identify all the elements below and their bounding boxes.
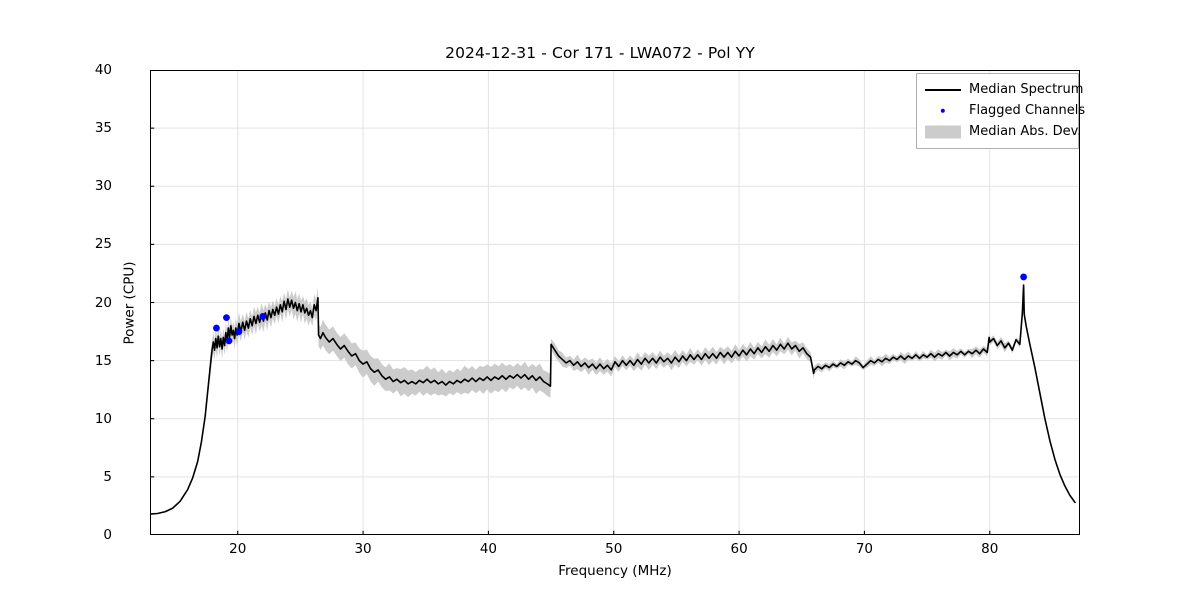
x-tick-label: 30	[354, 541, 372, 557]
legend-dot-icon	[923, 102, 963, 120]
flagged-channel-marker	[1020, 273, 1027, 281]
x-tick-label: 50	[605, 541, 623, 557]
y-tick-label: 20	[94, 294, 112, 311]
legend-line-icon	[923, 81, 963, 99]
flagged-channel-marker	[259, 313, 267, 320]
x-tick-label: 70	[855, 541, 873, 557]
flagged-channel-marker	[213, 324, 220, 332]
spectrum-plot-svg	[150, 70, 1080, 535]
x-tick-label: 40	[479, 541, 497, 557]
flagged-channel-marker	[223, 314, 230, 322]
y-tick-label: 35	[94, 120, 112, 137]
legend-label-median-spectrum: Median Spectrum	[969, 82, 1084, 97]
median-abs-dev-band	[150, 281, 1075, 515]
page-title: 2024-12-31 - Cor 171 - LWA072 - Pol YY	[445, 44, 755, 62]
x-tick-label: 60	[730, 541, 748, 557]
legend-label-median-abs-dev: Median Abs. Dev.	[969, 124, 1082, 139]
legend-item-median-abs-dev: Median Abs. Dev.	[923, 121, 1081, 142]
y-tick-label: 5	[103, 468, 112, 485]
x-axis-label: Frequency (MHz)	[558, 563, 672, 579]
y-tick-label: 30	[94, 178, 112, 195]
legend-item-flagged-channels: Flagged Channels	[923, 100, 1085, 121]
y-tick-label: 25	[94, 236, 112, 253]
y-axis-label: Power (CPU)	[121, 260, 138, 345]
median-spectrum-line	[150, 284, 1076, 515]
x-tick-label: 80	[981, 541, 999, 557]
flagged-channel-marker	[225, 337, 233, 345]
y-tick-label: 15	[94, 352, 112, 369]
chart-legend: Median Spectrum Flagged Channels Median …	[916, 73, 1085, 149]
legend-label-flagged-channels: Flagged Channels	[969, 103, 1086, 118]
flagged-channel-marker	[235, 328, 243, 335]
legend-patch-icon	[923, 123, 963, 141]
y-tick-label: 0	[103, 527, 112, 543]
y-tick-label: 10	[94, 410, 112, 427]
flagged-channel-markers	[213, 273, 1027, 345]
y-tick-label: 40	[94, 62, 112, 78]
x-tick-label: 20	[229, 541, 247, 557]
legend-item-median-spectrum: Median Spectrum	[923, 79, 1083, 100]
